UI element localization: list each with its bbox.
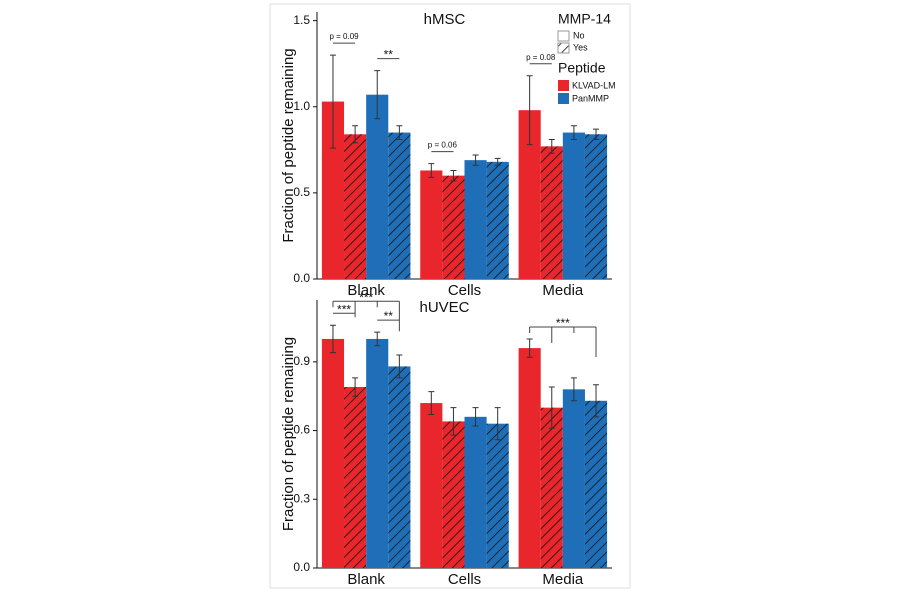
- y-tick-label: 1.5: [293, 13, 310, 27]
- y-tick-label: 1.0: [293, 99, 310, 113]
- error-bar: [450, 169, 457, 182]
- significance-label: ***: [359, 290, 373, 304]
- error-bar: [374, 331, 381, 347]
- panel-title: hMSC: [424, 11, 466, 28]
- x-tick-label: Cells: [448, 571, 481, 588]
- bar-hatch: [388, 366, 411, 568]
- error-bar: [428, 163, 435, 178]
- legend-label: Yes: [573, 42, 588, 52]
- y-axis-label: Fraction of peptide remaining: [280, 48, 297, 242]
- significance-label: p = 0.09: [329, 32, 359, 41]
- y-tick-label: 0.9: [293, 354, 310, 368]
- legend-title: Peptide: [558, 60, 606, 76]
- error-bar: [570, 377, 577, 402]
- legend-title: MMP-14: [558, 11, 611, 27]
- significance-label: **: [384, 309, 394, 323]
- error-bar: [494, 157, 501, 166]
- error-bar: [396, 125, 403, 140]
- error-bar: [526, 338, 533, 358]
- bar-hatch: [486, 161, 509, 279]
- error-bar: [428, 391, 435, 416]
- error-bar: [352, 125, 359, 144]
- y-tick-label: 0.0: [293, 560, 310, 574]
- legend-label: PanMMP: [572, 93, 609, 103]
- y-tick-label: 0.3: [293, 491, 310, 505]
- legend-swatch: [557, 30, 570, 42]
- bar: [366, 338, 389, 568]
- error-bar: [374, 70, 381, 120]
- error-bar: [396, 354, 403, 379]
- x-tick-label: Media: [542, 571, 584, 588]
- significance-label: p = 0.08: [526, 53, 556, 62]
- error-bar: [329, 54, 336, 149]
- y-tick-label: 0.5: [293, 185, 310, 199]
- bar-hatch: [584, 400, 608, 568]
- error-bar: [526, 75, 533, 146]
- bar: [562, 132, 585, 279]
- error-bar: [329, 324, 336, 354]
- y-tick-label: 0.0: [293, 271, 310, 285]
- bar-hatch: [486, 423, 509, 568]
- bar-hatch: [344, 387, 367, 568]
- bar: [420, 403, 443, 568]
- error-bar: [494, 407, 501, 441]
- significance-label: ***: [337, 302, 351, 316]
- y-axis-label: Fraction of peptide remaining: [280, 337, 297, 531]
- x-tick-label: Media: [542, 282, 584, 299]
- error-bar: [352, 377, 359, 397]
- x-tick-label: Blank: [347, 282, 385, 299]
- error-bar: [450, 407, 457, 436]
- legend-swatch: [558, 93, 569, 104]
- x-tick-label: Blank: [347, 571, 385, 588]
- y-tick-label: 0.6: [293, 423, 310, 437]
- error-bar: [593, 128, 600, 140]
- error-bar: [548, 138, 555, 154]
- bar: [321, 101, 345, 280]
- significance-label: p = 0.06: [428, 141, 458, 150]
- bar: [464, 416, 487, 568]
- bar-hatch: [442, 421, 465, 568]
- legend-swatch: [557, 42, 570, 54]
- bar-hatch: [540, 146, 563, 279]
- error-bar: [593, 384, 600, 418]
- x-tick-label: Cells: [448, 282, 481, 299]
- significance-line: [529, 326, 597, 357]
- significance-label: **: [384, 48, 394, 62]
- bar-hatch: [388, 132, 411, 279]
- legend-label: KLVAD-LM: [572, 80, 616, 90]
- bar: [464, 160, 487, 279]
- bar-hatch: [442, 175, 465, 279]
- error-bar: [472, 407, 479, 427]
- bar: [562, 389, 585, 568]
- bar: [518, 348, 541, 568]
- error-bar: [570, 125, 577, 140]
- legend-swatch: [558, 80, 569, 91]
- error-bar: [548, 386, 555, 429]
- bar-hatch: [540, 407, 563, 568]
- panel-title: hUVEC: [419, 299, 469, 316]
- bar: [420, 170, 443, 279]
- figure-frame: [269, 3, 631, 589]
- bar: [366, 94, 389, 279]
- error-bar: [472, 154, 479, 166]
- bar-hatch: [584, 134, 608, 279]
- legend-label: No: [573, 30, 585, 40]
- bar-hatch: [344, 134, 367, 279]
- significance-line: [332, 300, 400, 332]
- significance-label: ***: [556, 316, 570, 330]
- bar: [321, 338, 345, 568]
- bar: [518, 110, 541, 279]
